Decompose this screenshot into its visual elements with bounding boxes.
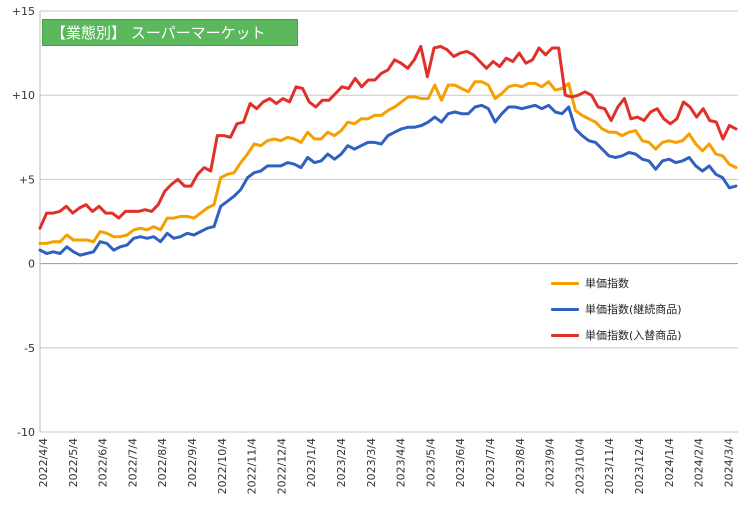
x-tick-label: 2023/12/4 bbox=[633, 438, 646, 494]
x-tick-label: 2022/12/4 bbox=[275, 438, 288, 494]
x-tick-label: 2023/10/4 bbox=[573, 438, 586, 494]
legend-swatch bbox=[551, 333, 579, 337]
x-tick-label: 2023/4/4 bbox=[395, 438, 408, 487]
y-tick-label: +15 bbox=[12, 5, 35, 18]
x-tick-label: 2024/3/4 bbox=[722, 438, 735, 487]
grid-lines bbox=[39, 10, 738, 433]
x-tick-label: 2023/8/4 bbox=[514, 438, 527, 487]
x-tick-label: 2024/1/4 bbox=[663, 438, 676, 487]
x-tick-label: 2023/7/4 bbox=[484, 438, 497, 487]
y-axis-tick-labels: +15 +10 +5 0 -5 -10 bbox=[12, 5, 35, 439]
series-line-1 bbox=[38, 103, 738, 257]
x-tick-label: 2022/5/4 bbox=[67, 438, 80, 487]
legend-item-unit-price-index: 単価指数 bbox=[551, 274, 629, 292]
series-line-2 bbox=[38, 44, 738, 230]
y-tick-label: 0 bbox=[28, 258, 35, 271]
x-tick-label: 2022/9/4 bbox=[186, 438, 199, 487]
x-tick-label: 2023/6/4 bbox=[454, 438, 467, 487]
y-tick-label: -10 bbox=[17, 426, 35, 439]
x-tick-label: 2022/8/4 bbox=[156, 438, 169, 487]
x-tick-label: 2022/6/4 bbox=[97, 438, 110, 487]
legend-swatch bbox=[551, 281, 579, 285]
legend-item-continuing-products: 単価指数(継続商品) bbox=[551, 300, 682, 318]
x-tick-label: 2023/11/4 bbox=[603, 438, 616, 494]
legend-label: 単価指数(継続商品) bbox=[585, 303, 682, 316]
legend: 単価指数 単価指数(継続商品) 単価指数(入替商品) bbox=[545, 270, 741, 346]
series-lines bbox=[38, 44, 738, 257]
x-tick-label: 2022/10/4 bbox=[216, 438, 229, 494]
y-tick-label: +10 bbox=[12, 89, 35, 102]
legend-label: 単価指数 bbox=[585, 277, 629, 290]
series-line-0 bbox=[38, 80, 738, 245]
x-tick-label: 2023/3/4 bbox=[365, 438, 378, 487]
legend-swatch bbox=[551, 307, 579, 311]
x-tick-label: 2023/1/4 bbox=[305, 438, 318, 487]
y-tick-label: -5 bbox=[24, 342, 35, 355]
legend-label: 単価指数(入替商品) bbox=[585, 329, 682, 342]
x-tick-label: 2022/4/4 bbox=[37, 438, 50, 487]
x-tick-label: 2023/2/4 bbox=[335, 438, 348, 487]
x-axis-tick-labels: 2022/4/4 2022/5/4 2022/6/4 2022/7/4 2022/8/4… bbox=[37, 438, 735, 494]
y-tick-label: +5 bbox=[19, 173, 35, 186]
legend-item-replacement-products: 単価指数(入替商品) bbox=[551, 326, 682, 344]
x-tick-label: 2023/9/4 bbox=[544, 438, 557, 487]
x-tick-label: 2024/2/4 bbox=[693, 438, 706, 487]
x-tick-label: 2023/5/4 bbox=[424, 438, 437, 487]
x-tick-label: 2022/7/4 bbox=[126, 438, 139, 487]
x-tick-label: 2022/11/4 bbox=[246, 438, 259, 494]
chart-title: 【業態別】 スーパーマーケット bbox=[42, 19, 298, 46]
